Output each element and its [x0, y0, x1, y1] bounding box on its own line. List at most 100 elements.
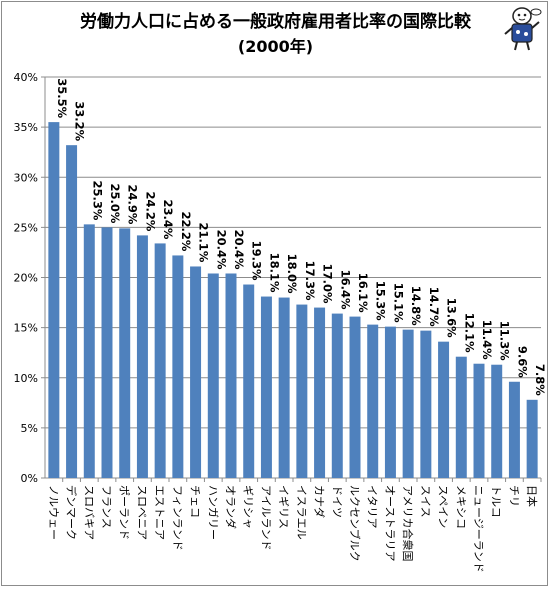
data-label: 14.7%: [427, 287, 441, 327]
data-label: 25.0%: [108, 183, 122, 223]
category-label: スロベニア: [135, 485, 148, 540]
bars: [48, 122, 538, 479]
category-label: デンマーク: [65, 485, 79, 540]
data-label: 21.1%: [197, 223, 211, 263]
category-label: ルクセンブルク: [348, 485, 362, 562]
y-tick-label: 30%: [14, 171, 38, 184]
data-label: 9.6%: [515, 346, 529, 378]
category-label: オーストラリア: [383, 485, 396, 561]
bar: [136, 235, 148, 478]
bar: [83, 224, 95, 478]
data-label: 25.3%: [90, 180, 104, 220]
bar: [101, 227, 113, 478]
bar: [491, 364, 503, 478]
bar: [190, 266, 202, 478]
category-label: スペイン: [437, 485, 450, 528]
bar: [438, 341, 450, 478]
bar: [119, 228, 131, 478]
category-label: メキシコ: [454, 485, 467, 529]
data-label: 7.8%: [533, 364, 547, 396]
data-label: 12.1%: [462, 313, 476, 353]
bar: [278, 297, 290, 478]
data-labels: 35.5% 33.2% 25.3% 25.0% 24.9% 24.2% 23.4% 22.2%…: [55, 78, 547, 396]
category-label: ノルウェー: [47, 485, 60, 540]
bar: [473, 363, 485, 478]
bar: [172, 255, 184, 478]
data-label: 15.1%: [391, 283, 405, 323]
data-label: 35.5%: [55, 78, 69, 118]
bar: [508, 381, 520, 478]
bar: [296, 304, 308, 478]
category-label: ハンガリー: [206, 485, 219, 540]
category-label: チェコ: [189, 485, 202, 518]
data-label: 20.4%: [232, 230, 246, 270]
category-label: イギリス: [277, 485, 290, 529]
data-label: 24.9%: [126, 184, 140, 224]
category-label: ギリシャ: [242, 485, 255, 529]
category-label: ニュージーランド: [472, 485, 485, 573]
category-label: フィンランド: [171, 485, 184, 551]
data-label: 19.3%: [250, 241, 264, 281]
category-label: エストニア: [153, 485, 166, 540]
y-tick-label: 0%: [21, 472, 38, 485]
bar: [225, 273, 237, 478]
bar: [243, 284, 255, 478]
data-label: 18.1%: [267, 253, 281, 293]
mascot-character-icon: [504, 7, 542, 51]
data-label: 22.2%: [179, 212, 193, 252]
category-label: ドイツ: [330, 485, 343, 518]
data-label: 16.4%: [338, 270, 352, 310]
category-label: カナダ: [313, 485, 327, 518]
category-labels: ノルウェー デンマーク スロバキア フランス ポーランド スロベニア エストニア フィンランド…: [47, 485, 539, 573]
bar: [367, 324, 379, 478]
bar: [207, 273, 219, 478]
data-label: 24.2%: [143, 191, 157, 231]
bar: [48, 122, 60, 479]
category-label: スイス: [419, 485, 432, 518]
bar: [154, 243, 166, 478]
category-label: アイルランド: [259, 485, 272, 550]
category-label: イタリア: [366, 485, 379, 529]
data-label: 14.8%: [409, 286, 423, 326]
category-label: スロバキア: [82, 485, 95, 540]
category-label: ポーランド: [118, 485, 131, 540]
y-tick-label: 40%: [14, 71, 38, 84]
data-label: 16.1%: [356, 273, 370, 313]
y-tick-label: 10%: [14, 372, 38, 385]
bar: [384, 326, 396, 478]
data-label: 20.4%: [214, 230, 228, 270]
bar: [455, 356, 467, 478]
category-label: トルコ: [490, 485, 503, 518]
data-label: 23.4%: [161, 200, 175, 240]
data-label: 13.6%: [445, 298, 459, 338]
bar: [66, 145, 78, 479]
chart-title: 労働力人口に占める一般政府雇用者比率の国際比較: [80, 12, 471, 32]
category-label: オランダ: [224, 485, 238, 529]
y-tick-labels: 0% 5% 10% 15% 20% 25% 30% 35% 40%: [14, 71, 38, 485]
data-label: 17.3%: [303, 261, 317, 301]
bar: [420, 330, 432, 478]
category-label: チリ: [507, 485, 520, 507]
category-label: アメリカ合衆国: [401, 485, 415, 561]
data-label: 11.4%: [480, 320, 494, 360]
bar: [349, 316, 361, 478]
y-tick-label: 20%: [14, 272, 38, 285]
y-tick-label: 5%: [21, 422, 38, 435]
bar: [526, 399, 538, 478]
bar: [402, 329, 414, 478]
bar: [314, 307, 326, 478]
data-label: 15.3%: [374, 281, 388, 321]
data-label: 18.0%: [285, 254, 299, 294]
data-label: 33.2%: [73, 101, 87, 141]
y-tick-label: 25%: [14, 221, 38, 234]
bar: [331, 313, 343, 478]
bar: [260, 296, 272, 478]
category-label: フランス: [100, 485, 113, 529]
chart-subtitle: (2000年): [237, 37, 314, 56]
data-label: 11.3%: [498, 321, 512, 361]
data-label: 17.0%: [321, 264, 335, 304]
y-tick-label: 35%: [14, 121, 38, 134]
category-label: イスラエル: [295, 485, 308, 540]
category-label: 日本: [525, 485, 539, 507]
